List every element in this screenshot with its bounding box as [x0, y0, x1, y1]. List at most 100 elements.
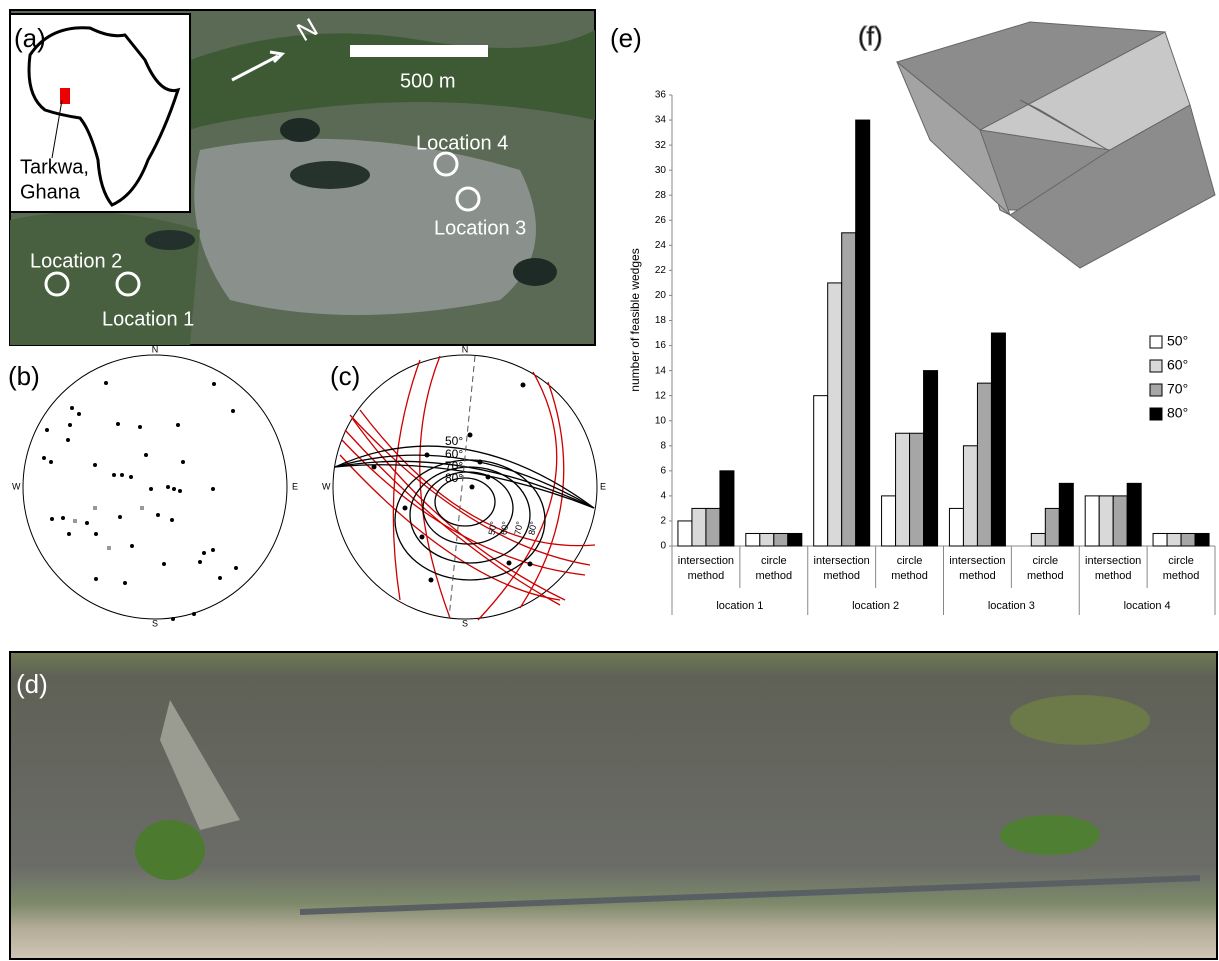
x-tick-label: method	[1027, 570, 1064, 582]
legend-label: 80°	[1167, 405, 1188, 421]
bar	[963, 446, 977, 546]
y-tick-label: 34	[655, 115, 667, 126]
bar	[1045, 508, 1059, 546]
y-tick-label: 12	[655, 390, 667, 401]
x-tick-label: method	[755, 570, 792, 582]
x-tick-label: method	[1095, 570, 1132, 582]
direction: E	[600, 481, 606, 491]
vegetation	[1010, 695, 1150, 745]
x-tick-label: method	[891, 570, 928, 582]
x-tick-label: circle	[1168, 555, 1194, 567]
x-tick-label: circle	[897, 555, 923, 567]
legend-label: 50°	[1167, 333, 1188, 349]
bar	[896, 433, 910, 546]
y-tick-label: 30	[655, 165, 667, 176]
angle: 80°	[445, 471, 463, 485]
direction: N	[152, 344, 159, 354]
bar	[910, 433, 924, 546]
panel-label: (d)	[16, 669, 48, 699]
bar	[760, 533, 774, 546]
map-panel: (a) Tarkwa, Ghana N 500 m Location 1 Loc…	[10, 10, 595, 345]
angle: 80°	[526, 520, 538, 536]
bar	[1195, 533, 1209, 546]
x-tick-label: intersection	[949, 555, 1005, 567]
bar	[842, 233, 856, 546]
x-tick-label: intersection	[814, 555, 870, 567]
panel-label: (e)	[610, 23, 642, 53]
pond	[280, 118, 320, 142]
stereonet-c: (c) N E S W 50° 60° 70° 80° 50° 60° 70° …	[322, 344, 606, 628]
pond	[513, 258, 557, 286]
direction: N	[462, 344, 469, 354]
y-tick-label: 2	[660, 516, 666, 527]
bar	[720, 471, 734, 546]
vegetation	[135, 820, 205, 880]
bar	[814, 396, 828, 546]
legend-swatch	[1150, 336, 1162, 348]
direction: W	[322, 481, 331, 491]
wedge-diagram: (f)	[858, 21, 1215, 268]
bar	[977, 383, 991, 546]
x-tick-label: method	[959, 570, 996, 582]
panel-label: (b)	[8, 361, 40, 391]
direction: S	[462, 618, 468, 628]
poles	[42, 381, 238, 621]
y-tick-label: 10	[655, 415, 667, 426]
bar	[1085, 496, 1099, 546]
group-label: location 4	[1124, 600, 1171, 612]
direction: S	[152, 618, 158, 628]
x-tick-label: method	[823, 570, 860, 582]
y-tick-label: 4	[660, 491, 666, 502]
y-tick-label: 18	[655, 315, 667, 326]
place-label: Tarkwa,	[20, 156, 89, 178]
bar	[692, 508, 706, 546]
bar	[1113, 496, 1127, 546]
bar	[1127, 483, 1141, 546]
bar	[746, 533, 760, 546]
bar	[991, 333, 1005, 546]
y-tick-label: 28	[655, 190, 667, 201]
group-label: location 1	[716, 600, 763, 612]
y-tick-label: 20	[655, 290, 667, 301]
y-tick-label: 0	[660, 541, 666, 552]
legend-swatch	[1150, 360, 1162, 372]
x-tick-label: method	[688, 570, 725, 582]
bar	[1181, 533, 1195, 546]
x-tick-label: method	[1163, 570, 1200, 582]
y-tick-label: 6	[660, 465, 666, 476]
bar	[788, 533, 802, 546]
bar	[924, 371, 938, 546]
group-label: location 2	[852, 600, 899, 612]
location-label: Location 4	[416, 132, 508, 154]
direction: W	[12, 481, 21, 491]
y-tick-label: 22	[655, 265, 667, 276]
grey-poles	[73, 506, 144, 550]
panel-label: (a)	[14, 23, 46, 53]
legend-label: 60°	[1167, 357, 1188, 373]
bar	[774, 533, 788, 546]
bar	[1059, 483, 1073, 546]
figure: (a) Tarkwa, Ghana N 500 m Location 1 Loc…	[0, 0, 1219, 961]
bar	[1153, 533, 1167, 546]
direction: E	[292, 481, 298, 491]
x-tick-label: circle	[761, 555, 787, 567]
bar	[1031, 533, 1045, 546]
y-tick-label: 26	[655, 215, 667, 226]
bar	[1099, 496, 1113, 546]
y-tick-label: 14	[655, 365, 667, 376]
scale-bar	[350, 45, 488, 57]
stereonet-b: (b) N E S W	[8, 344, 298, 628]
photo-panel: (d)	[10, 652, 1217, 959]
bar	[856, 120, 870, 546]
bar	[706, 508, 720, 546]
bar	[1167, 533, 1181, 546]
place-label: Ghana	[20, 181, 81, 203]
y-tick-label: 8	[660, 440, 666, 451]
bar	[949, 508, 963, 546]
y-tick-label: 32	[655, 140, 667, 151]
angle: 70°	[512, 520, 524, 536]
pond	[145, 230, 195, 250]
location-label: Location 3	[434, 217, 526, 239]
bar	[828, 283, 842, 546]
panel-label: (f)	[858, 21, 883, 51]
